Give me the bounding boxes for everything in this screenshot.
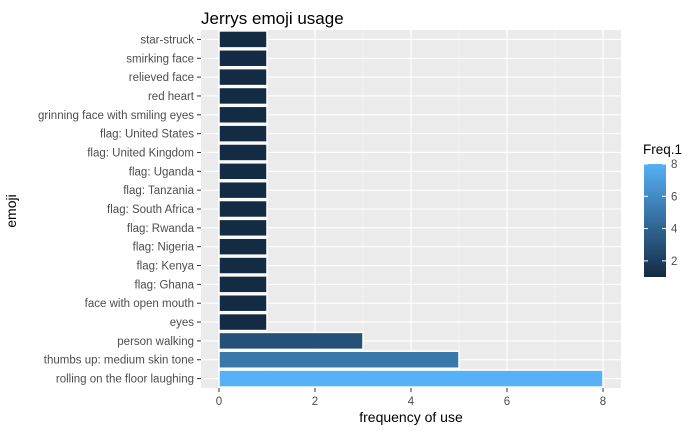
chart-title: Jerrys emoji usage <box>201 9 344 28</box>
y-tick-label: relieved face <box>129 72 194 84</box>
y-tick-label: rolling on the floor laughing <box>56 374 194 386</box>
legend-tick-label: 8 <box>671 159 677 171</box>
y-tick-label: thumbs up: medium skin tone <box>44 355 194 367</box>
x-tick-label: 6 <box>504 396 510 408</box>
legend-tick-label: 6 <box>671 191 677 203</box>
y-tick-label: flag: Uganda <box>129 166 195 178</box>
y-tick-label: red heart <box>148 91 195 103</box>
legend-tick-label: 4 <box>671 224 678 236</box>
y-tick-label: flag: Rwanda <box>127 223 195 235</box>
y-tick-label: flag: United Kingdom <box>87 147 194 159</box>
y-tick-labels: star-struck smirking face relieved face red… <box>38 34 201 386</box>
bar <box>218 105 268 125</box>
bar <box>218 30 268 49</box>
y-tick-label: eyes <box>170 317 195 329</box>
bar <box>218 180 268 200</box>
legend-ticks: 2 4 6 8 <box>644 159 678 268</box>
y-tick-label: star-struck <box>140 34 194 46</box>
bar <box>218 143 268 162</box>
y-tick-label: flag: South Africa <box>107 204 195 216</box>
bar <box>218 293 268 313</box>
bar <box>218 331 364 351</box>
y-tick-label: smirking face <box>126 53 194 65</box>
x-tick-label: 2 <box>312 396 318 408</box>
legend-colorbar <box>644 164 666 277</box>
bars <box>218 30 604 388</box>
y-tick-label: flag: Nigeria <box>133 242 195 254</box>
y-tick-label: flag: Tanzania <box>123 185 194 197</box>
bar <box>218 312 268 332</box>
bar <box>218 237 268 256</box>
x-axis-title: frequency of use <box>359 409 463 425</box>
y-tick-label: grinning face with smiling eyes <box>38 110 194 122</box>
bar <box>218 275 268 294</box>
color-legend: Freq.1 2 4 6 8 <box>643 142 682 277</box>
bar <box>218 350 460 369</box>
bar <box>218 86 268 106</box>
x-tick-label: 0 <box>216 396 222 408</box>
y-tick-label: flag: United States <box>100 129 194 141</box>
bar <box>218 162 268 181</box>
x-tick-label: 8 <box>600 396 606 408</box>
y-tick-label: flag: Kenya <box>136 261 194 273</box>
bar <box>218 124 268 143</box>
bar <box>218 49 268 68</box>
y-tick-label: flag: Ghana <box>135 279 195 291</box>
y-tick-label: face with open mouth <box>85 298 194 310</box>
bar <box>218 218 268 238</box>
bar <box>218 369 604 388</box>
bar <box>218 67 268 87</box>
x-tick-labels: 0 2 4 6 8 <box>216 388 606 408</box>
x-tick-label: 4 <box>408 396 415 408</box>
bar <box>218 256 268 275</box>
legend-title: Freq.1 <box>643 142 682 157</box>
legend-tick-label: 2 <box>671 256 677 268</box>
y-tick-label: person walking <box>117 336 194 348</box>
y-axis-title: emoji <box>3 194 19 227</box>
bar <box>218 199 268 219</box>
